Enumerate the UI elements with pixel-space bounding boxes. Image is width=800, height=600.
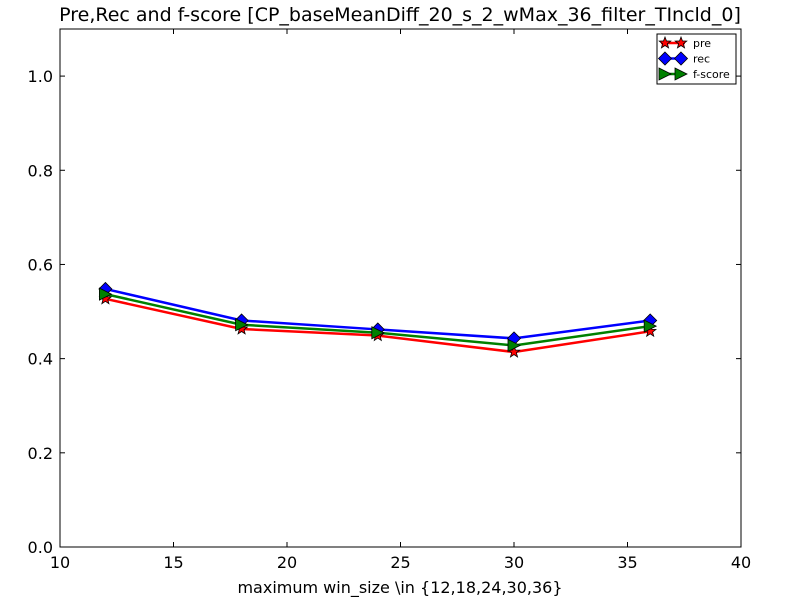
x-tick-label: 35 [617, 553, 637, 572]
legend-label-pre: pre [693, 37, 711, 50]
legend-marker-rec [657, 51, 673, 66]
y-tick-label: 0.4 [28, 350, 53, 369]
y-tick-label: 0.6 [28, 255, 53, 274]
x-tick-label: 15 [163, 553, 183, 572]
y-axis: 0.0 0.2 0.4 0.6 0.8 1.0 [28, 67, 741, 557]
legend-marker-pre [658, 35, 672, 49]
data-point-f-score [643, 319, 658, 333]
x-tick-label: 20 [277, 553, 297, 572]
y-tick-label: 1.0 [28, 67, 53, 86]
y-tick-label: 0.2 [28, 444, 53, 463]
legend-marker-f-score [674, 67, 688, 81]
legend-marker-f-score [658, 67, 672, 81]
data-point-f-score [507, 338, 521, 353]
x-tick-label: 25 [390, 553, 410, 572]
legend-marker-pre [674, 35, 688, 49]
y-tick-label: 0.0 [28, 538, 53, 557]
legend-marker-rec [673, 51, 689, 66]
x-axis-label: maximum win_size \in {12,18,24,30,36} [237, 578, 562, 598]
x-tick-label: 30 [504, 553, 524, 572]
y-tick-label: 0.8 [28, 161, 53, 180]
data-point-f-score [99, 287, 113, 301]
series-markers-f-score [99, 287, 658, 353]
x-tick-label: 40 [731, 553, 751, 572]
data-point-f-score [235, 318, 249, 332]
x-tick-label: 10 [50, 553, 70, 572]
chart-title: Pre,Rec and f-score [CP_baseMeanDiff_20_… [59, 4, 741, 26]
series-layer [98, 281, 658, 358]
legend-label-f-score: f-score [693, 68, 730, 81]
legend: pre rec f-score [656, 33, 737, 85]
data-point-f-score [371, 326, 385, 340]
x-axis: 10 15 20 25 30 35 40 [50, 29, 751, 572]
legend-label-rec: rec [693, 53, 710, 66]
